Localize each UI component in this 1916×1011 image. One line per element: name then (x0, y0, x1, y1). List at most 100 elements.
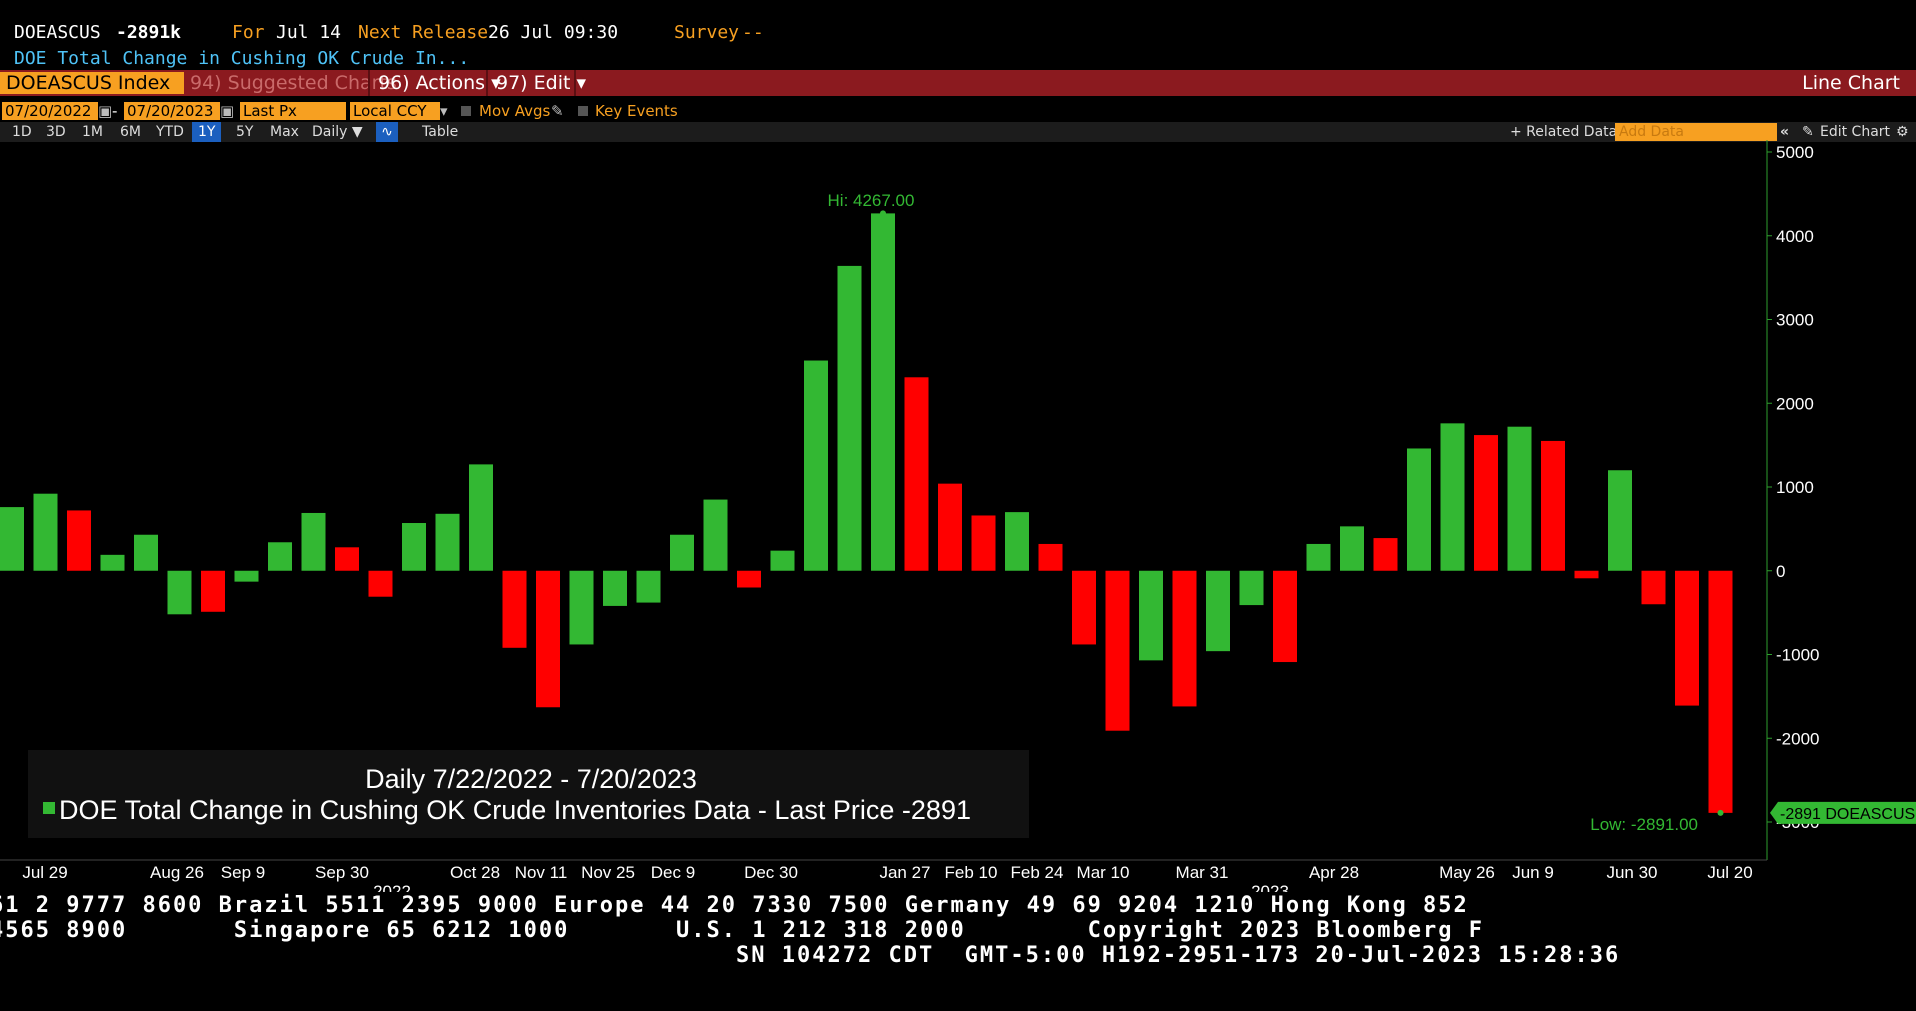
price-field-select[interactable]: Last Px (240, 102, 346, 120)
period-6m[interactable]: 6M (120, 124, 141, 140)
bar (1641, 570, 1666, 605)
chart-options-row: 07/20/2022 ▣ - 07/20/2023 ▣ Last Px Loca… (0, 102, 1916, 122)
next-release-label: Next Release (358, 22, 489, 43)
bar (1239, 570, 1264, 606)
chart-type-label[interactable]: Line Chart (1802, 72, 1900, 94)
chevron-down-icon[interactable]: ▾ (440, 102, 448, 120)
line-chart-icon[interactable]: ∿ (376, 122, 398, 142)
legend-box: Daily 7/22/2022 - 7/20/2023 DOE Total Ch… (28, 750, 1029, 838)
x-tick-label: Dec 30 (744, 863, 798, 882)
bar (1608, 470, 1632, 571)
last-price-tag-text: -2891 DOEASCUS (1780, 806, 1915, 823)
bar (201, 570, 225, 612)
bar (971, 515, 996, 571)
security-description: DOE Total Change in Cushing OK Crude In.… (14, 48, 470, 69)
mov-avgs-checkbox[interactable] (461, 106, 471, 116)
x-tick-label: Sep 30 (315, 863, 369, 882)
x-tick-label: Feb 10 (945, 863, 998, 882)
bar (804, 360, 828, 571)
bar (1206, 570, 1230, 652)
edit-menu-button[interactable]: 97) Edit ▾ (496, 72, 586, 94)
end-date-field[interactable]: 07/20/2023 (124, 102, 220, 120)
key-events-checkbox[interactable] (578, 106, 588, 116)
x-tick-label: Jun 30 (1606, 863, 1657, 882)
toolbar-divider (574, 70, 576, 96)
actions-menu-button[interactable]: 96) Actions ▾ (378, 72, 501, 94)
related-data-button[interactable]: + Related Data (1510, 124, 1618, 140)
bar (1507, 426, 1532, 571)
x-tick-label: Sep 9 (221, 863, 265, 882)
bar (1005, 512, 1029, 571)
calendar-icon[interactable]: ▣ (98, 102, 113, 120)
add-data-input[interactable]: Add Data (1615, 123, 1777, 141)
period-1m[interactable]: 1M (82, 124, 103, 140)
bar (1474, 435, 1498, 571)
table-button[interactable]: Table (422, 124, 459, 140)
currency-select[interactable]: Local CCY (350, 102, 440, 120)
bar (402, 523, 426, 571)
gear-icon[interactable]: ⚙ (1896, 124, 1909, 140)
period-max[interactable]: Max (270, 124, 299, 140)
bar (871, 213, 895, 571)
bar (703, 499, 728, 571)
low-marker (1717, 809, 1724, 816)
frequency-select[interactable]: Daily ▼ (312, 124, 363, 140)
x-tick-label: Aug 26 (150, 863, 204, 882)
high-annotation: Hi: 4267.00 (828, 191, 915, 210)
bar (670, 534, 694, 571)
y-tick-label: 3000 (1776, 311, 1814, 330)
bar (1407, 448, 1431, 571)
start-date-field[interactable]: 07/20/2022 (2, 102, 98, 120)
x-tick-label: Dec 9 (651, 863, 695, 882)
bar (770, 550, 795, 571)
suggested-charts-button[interactable]: 94) Suggested Charts (190, 72, 397, 94)
legend-series: DOE Total Change in Cushing OK Crude Inv… (59, 795, 971, 825)
bar (569, 570, 594, 645)
y-tick-label: -1000 (1776, 646, 1819, 665)
x-tick-label: Feb 24 (1011, 863, 1064, 882)
y-tick-label: 5000 (1776, 143, 1814, 162)
bars-layer (0, 213, 1733, 813)
legend-background (28, 750, 1029, 838)
bar (904, 377, 929, 571)
bar (737, 570, 761, 588)
bar (536, 570, 560, 708)
bar (469, 464, 493, 571)
date-separator: - (112, 102, 118, 120)
for-date: Jul 14 (276, 22, 342, 43)
bar (1440, 423, 1465, 571)
next-release-value: 26 Jul 09:30 (488, 22, 619, 43)
pencil-icon[interactable]: ✎ (551, 102, 564, 120)
footer-session-info: SN 104272 CDT GMT-5:00 H192-2951-173 20-… (736, 943, 1621, 968)
period-ytd[interactable]: YTD (156, 124, 184, 140)
low-annotation: Low: -2891.00 (1590, 815, 1698, 834)
bar (1675, 570, 1699, 706)
toolbar-divider (486, 70, 488, 96)
bar (502, 570, 527, 648)
calendar-icon[interactable]: ▣ (220, 102, 235, 120)
footer-contacts-2: 4565 8900 Singapore 65 6212 1000 U.S. 1 … (0, 918, 1485, 943)
bar (636, 570, 661, 603)
x-tick-label: May 26 (1439, 863, 1495, 882)
mov-avgs-label[interactable]: Mov Avgs (479, 102, 551, 120)
bar (234, 570, 259, 582)
collapse-button[interactable]: « (1780, 124, 1790, 140)
x-year-label: 2023 (1251, 882, 1289, 892)
period-1d[interactable]: 1D (12, 124, 32, 140)
x-tick-label: Jul 20 (1707, 863, 1752, 882)
for-label: For (232, 22, 265, 43)
period-5y[interactable]: 5Y (236, 124, 254, 140)
edit-chart-button[interactable]: Edit Chart (1820, 124, 1891, 140)
last-value: -2891k (116, 22, 182, 43)
pencil-icon[interactable]: ✎ (1802, 124, 1814, 140)
bar (1038, 543, 1063, 571)
period-3d[interactable]: 3D (46, 124, 66, 140)
x-tick-label: Jul 29 (22, 863, 67, 882)
period-1y[interactable]: 1Y (192, 122, 222, 142)
key-events-label[interactable]: Key Events (595, 102, 678, 120)
bar (1541, 440, 1565, 571)
bar (67, 510, 91, 571)
security-field[interactable]: DOEASCUS Index (0, 72, 184, 94)
bar (1708, 570, 1733, 813)
